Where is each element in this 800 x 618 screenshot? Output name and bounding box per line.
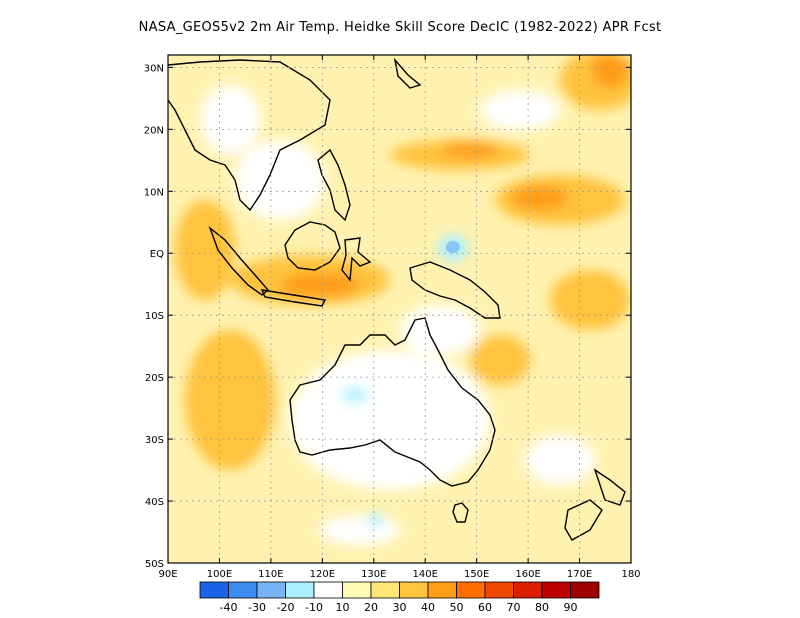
lon-tick-label: 150E (464, 569, 489, 580)
colorbar-swatch (513, 581, 543, 599)
lat-tick-label: EQ (150, 249, 164, 260)
lon-tick-label: 170E (567, 569, 592, 580)
lon-tick-label: 130E (361, 569, 386, 580)
axis-ticks (167, 55, 632, 564)
colorbar-swatch (256, 581, 286, 599)
lon-tick-label: 160E (515, 569, 540, 580)
colorbar-label: 70 (507, 601, 521, 614)
colorbar-label: 40 (421, 601, 435, 614)
colorbar-swatch (228, 581, 258, 599)
colorbar-label: -20 (277, 601, 295, 614)
lon-tick-label: 180 (621, 569, 640, 580)
skill-field (168, 55, 631, 563)
colorbar-swatch (456, 581, 486, 599)
colorbar-swatch (541, 581, 571, 599)
colorbar-swatch (285, 581, 315, 599)
lat-tick-label: 20S (145, 373, 164, 384)
longitude-labels: 90E 100E 110E 120E 130E 140E 150E 160E 170E 180 (158, 569, 640, 580)
colorbar-swatch (399, 581, 429, 599)
colorbar-swatch (342, 581, 372, 599)
lat-tick-label: 10S (145, 311, 164, 322)
map-title: NASA_GEOS5v2 2m Air Temp. Heidke Skill S… (138, 20, 662, 35)
coastlines (168, 57, 626, 541)
colorbar-labels: -40 -30 -20 -10 10 20 30 40 50 60 70 80 90 (220, 601, 578, 614)
colorbar-swatch (313, 581, 343, 599)
colorbar-label: 20 (364, 601, 378, 614)
colorbar-label: -10 (305, 601, 323, 614)
lat-tick-label: 20N (144, 125, 164, 136)
graticule (168, 55, 631, 563)
lon-tick-label: 100E (207, 569, 232, 580)
colorbar (199, 581, 600, 599)
colorbar-swatch (570, 581, 600, 599)
colorbar-swatch (427, 581, 457, 599)
colorbar-label: 10 (336, 601, 350, 614)
colorbar-label: -40 (220, 601, 238, 614)
colorbar-swatch (370, 581, 400, 599)
colorbar-label: -30 (248, 601, 266, 614)
lat-tick-label: 40S (145, 497, 164, 508)
colorbar-label: 30 (393, 601, 407, 614)
latitude-labels: 30N 20N 10N EQ 10S 20S 30S 40S 50S (144, 63, 164, 570)
lat-tick-label: 30N (144, 63, 164, 74)
colorbar-label: 60 (478, 601, 492, 614)
lat-tick-label: 50S (145, 559, 164, 570)
lon-tick-label: 120E (310, 569, 335, 580)
colorbar-label: 50 (450, 601, 464, 614)
lat-tick-label: 10N (144, 187, 164, 198)
lon-tick-label: 140E (413, 569, 438, 580)
colorbar-swatch (484, 581, 514, 599)
lon-tick-label: 90E (158, 569, 177, 580)
colorbar-label: 90 (564, 601, 578, 614)
colorbar-label: 80 (535, 601, 549, 614)
lat-tick-label: 30S (145, 435, 164, 446)
colorbar-swatch (199, 581, 229, 599)
map-frame (167, 54, 632, 564)
lon-tick-label: 110E (258, 569, 283, 580)
